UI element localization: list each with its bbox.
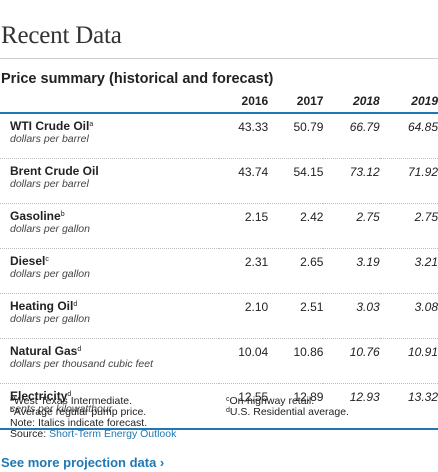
footnotes-right: cOn-highway retail. dU.S. Residential av… <box>226 396 349 418</box>
footnote: cOn-highway retail. <box>226 395 315 407</box>
row-name: Natural Gasd <box>10 344 82 358</box>
table-row: Brent Crude Oil dollars per barrel 43.74… <box>0 158 438 204</box>
table-cell: 2.10 <box>219 293 269 339</box>
table-cell: 12.89 <box>268 383 324 430</box>
footnote-marker: d <box>67 391 72 398</box>
table-cell: 43.33 <box>219 113 269 159</box>
table-cell: 10.86 <box>268 338 324 384</box>
table-cell: 2.75 <box>323 203 380 249</box>
table-cell: 43.74 <box>219 158 269 204</box>
table-cell: 71.92 <box>379 158 438 204</box>
table-cell: 10.04 <box>219 338 269 384</box>
footnote: dU.S. Residential average. <box>226 406 349 418</box>
table-row: Heating Oild dollars per gallon 2.10 2.5… <box>0 293 438 339</box>
row-label: Natural Gasd dollars per thousand cubic … <box>0 338 219 384</box>
table-cell: 2.15 <box>219 203 269 249</box>
footnote: aWest Texas Intermediate. <box>10 395 132 407</box>
table-row: Gasolineb dollars per gallon 2.15 2.42 2… <box>0 203 438 249</box>
row-name: WTI Crude Oila <box>10 119 94 133</box>
row-unit: cents per kilowatthour <box>10 403 113 415</box>
source-line: Source: Short-Term Energy Outlook <box>10 428 177 440</box>
row-label: Gasolineb dollars per gallon <box>0 203 219 249</box>
footnote-marker: d <box>77 346 82 353</box>
row-name: Gasolineb <box>10 209 65 223</box>
table-cell: 3.19 <box>323 248 380 294</box>
title-divider <box>0 58 438 59</box>
table-cell: 66.79 <box>323 113 380 159</box>
table-row: WTI Crude Oila dollars per barrel 43.33 … <box>0 113 438 159</box>
table-cell: 2.51 <box>268 293 324 339</box>
table-cell: 10.76 <box>323 338 380 384</box>
italics-note: Note: Italics indicate forecast. <box>10 417 148 429</box>
section-title: Recent Data <box>1 22 122 49</box>
row-unit: dollars per barrel <box>10 178 89 190</box>
column-header-year: 2018 <box>323 90 380 114</box>
row-unit: dollars per thousand cubic feet <box>10 358 154 370</box>
footnote-marker: a <box>89 121 94 128</box>
table-cell: 54.15 <box>268 158 324 204</box>
row-unit: dollars per gallon <box>10 313 90 325</box>
column-header-year: 2019 <box>379 90 438 114</box>
table-title: Price summary (historical and forecast) <box>1 71 274 87</box>
row-unit: dollars per gallon <box>10 223 90 235</box>
row-name: Electricityd <box>10 389 72 403</box>
table-cell: 12.93 <box>323 383 380 430</box>
column-header-year: 2017 <box>268 90 324 114</box>
table-cell: 12.55 <box>219 383 269 430</box>
footnote-marker: c <box>45 256 49 263</box>
row-name: Heating Oild <box>10 299 78 313</box>
footnote: bAverage regular pump price. <box>10 406 147 418</box>
row-unit: dollars per gallon <box>10 268 90 280</box>
row-unit: dollars per barrel <box>10 133 89 145</box>
table-cell: 64.85 <box>379 113 438 159</box>
price-summary-table: 2016 2017 2018 2019 WTI Crude Oila dolla… <box>0 90 438 430</box>
see-more-projection-link[interactable]: See more projection data › <box>1 455 165 470</box>
row-label: Brent Crude Oil dollars per barrel <box>0 158 219 204</box>
row-label: WTI Crude Oila dollars per barrel <box>0 113 219 159</box>
table-cell: 3.08 <box>379 293 438 339</box>
table-row: Dieselc dollars per gallon 2.31 2.65 3.1… <box>0 248 438 294</box>
table-cell: 3.03 <box>323 293 380 339</box>
row-label: Dieselc dollars per gallon <box>0 248 219 294</box>
row-label: Heating Oild dollars per gallon <box>0 293 219 339</box>
source-link[interactable]: Short-Term Energy Outlook <box>49 428 177 440</box>
table-cell: 3.21 <box>379 248 438 294</box>
column-header-year: 2016 <box>219 90 269 114</box>
row-label: Electricityd cents per kilowatthour <box>0 383 219 430</box>
table-cell: 2.31 <box>219 248 269 294</box>
table-cell: 2.42 <box>268 203 324 249</box>
table-cell: 50.79 <box>268 113 324 159</box>
table-cell: 13.32 <box>379 383 438 430</box>
footnote-marker: b <box>60 211 65 218</box>
table-cell: 2.65 <box>268 248 324 294</box>
footnotes-left: aWest Texas Intermediate. bAverage regul… <box>10 396 176 440</box>
column-header-label <box>0 90 219 114</box>
table-row: Natural Gasd dollars per thousand cubic … <box>0 338 438 384</box>
footnote-marker: d <box>73 301 78 308</box>
row-name: Brent Crude Oil <box>10 164 99 178</box>
row-name: Dieselc <box>10 254 49 268</box>
table-row: Electricityd cents per kilowatthour 12.5… <box>0 383 438 430</box>
table-cell: 73.12 <box>323 158 380 204</box>
table-cell: 2.75 <box>379 203 438 249</box>
table-header-row: 2016 2017 2018 2019 <box>0 90 438 114</box>
table-cell: 10.91 <box>379 338 438 384</box>
